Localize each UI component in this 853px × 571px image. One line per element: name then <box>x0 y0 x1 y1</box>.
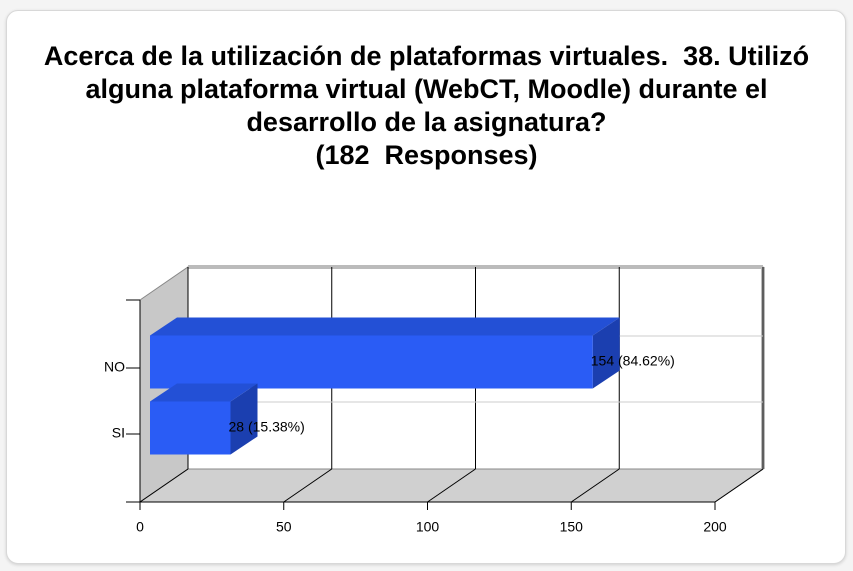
floor-grid-line <box>139 468 189 503</box>
x-tick-label: 0 <box>136 519 144 535</box>
y-tick-label: NO <box>104 359 125 375</box>
value-label: 154 (84.62%) <box>591 353 675 369</box>
title-block: Acerca de la utilización de plataformas … <box>30 40 823 172</box>
x-tick-label: 150 <box>560 519 584 535</box>
bar <box>150 401 231 455</box>
floor-grid-line <box>714 468 764 503</box>
floor-grid-line <box>570 468 620 503</box>
floor-grid-line <box>427 468 476 503</box>
chart-subtitle: (182 Responses) <box>315 140 538 170</box>
x-tick-label: 100 <box>416 519 440 535</box>
x-tick-label: 200 <box>703 519 727 535</box>
y-tick-label: SI <box>112 425 125 441</box>
bar-side <box>230 383 258 455</box>
value-label: 28 (15.38%) <box>229 419 305 435</box>
bar-side <box>592 317 620 389</box>
bar-top <box>150 317 620 336</box>
x-tick-label: 50 <box>276 519 292 535</box>
bar-top <box>150 383 258 402</box>
bar <box>150 335 593 389</box>
floor-grid-line <box>283 468 333 503</box>
chart-title: Acerca de la utilización de plataformas … <box>43 41 817 137</box>
